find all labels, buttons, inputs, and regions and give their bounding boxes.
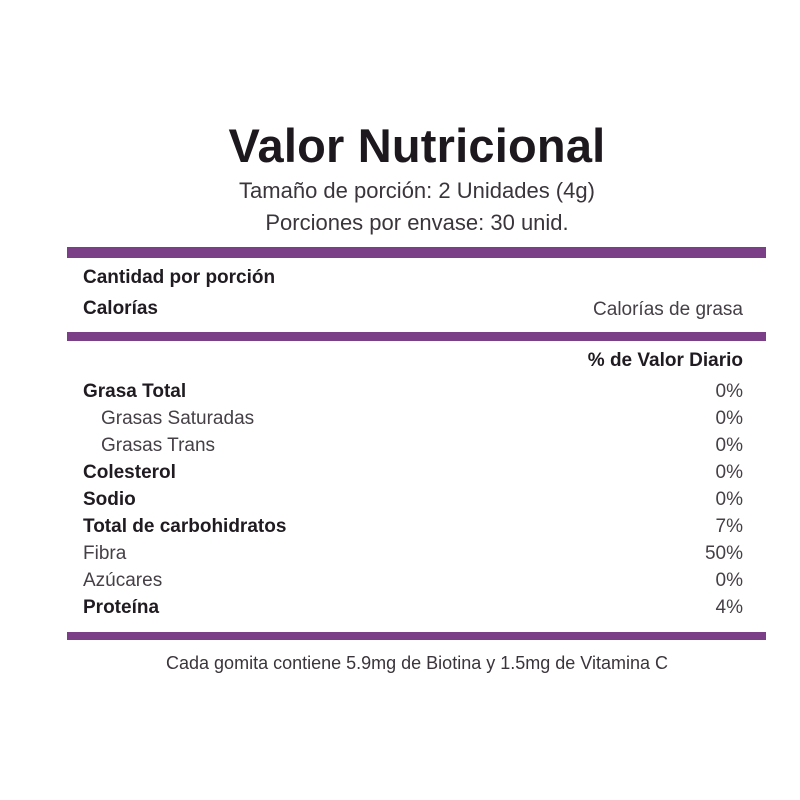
nutrient-name-total-carbs: Total de carbohidratos — [83, 516, 287, 537]
nutrient-value-total-carbs: 7% — [715, 516, 743, 537]
divider-top — [67, 247, 766, 258]
nutrient-value-cholesterol: 0% — [715, 462, 743, 483]
divider-bottom — [67, 632, 766, 640]
footnote: Cada gomita contiene 5.9mg de Biotina y … — [166, 653, 668, 673]
nutrient-name-fiber: Fibra — [83, 543, 127, 564]
calories-from-fat: Calorías de grasa — [593, 299, 743, 320]
nutrient-name-cholesterol: Colesterol — [83, 462, 176, 483]
nutrient-value-total-fat: 0% — [715, 381, 743, 402]
nutrient-value-sodium: 0% — [715, 489, 743, 510]
nutrient-name-sodium: Sodio — [83, 489, 136, 510]
serving-size: Tamaño de porción: 2 Unidades (4g) — [239, 178, 595, 203]
nutrient-name-trans-fat: Grasas Trans — [101, 435, 216, 456]
calories-label: Calorías — [83, 298, 158, 319]
nutrient-value-sugars: 0% — [715, 570, 743, 591]
nutrient-value-fiber: 50% — [704, 543, 743, 564]
nutrient-name-saturated-fat: Grasas Saturadas — [101, 408, 255, 429]
nutrient-name-sugars: Azúcares — [83, 570, 163, 591]
nutrient-name-protein: Proteína — [83, 597, 160, 618]
nutrient-value-saturated-fat: 0% — [715, 408, 743, 429]
nutrient-name-total-fat: Grasa Total — [83, 381, 187, 402]
nutrient-value-trans-fat: 0% — [715, 435, 743, 456]
servings-per-container: Porciones por envase: 30 unid. — [265, 210, 569, 235]
daily-value-header: % de Valor Diario — [587, 350, 743, 371]
nutrient-value-protein: 4% — [715, 597, 743, 618]
divider-middle — [67, 332, 766, 341]
amount-per-serving: Cantidad por porción — [83, 267, 276, 288]
label-title: Valor Nutricional — [228, 119, 606, 172]
